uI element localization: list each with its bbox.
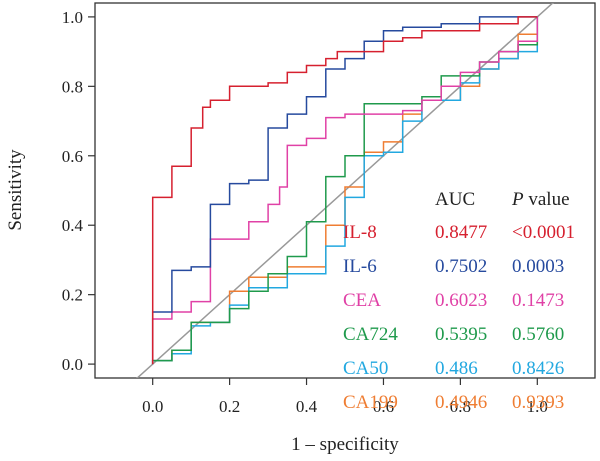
x-axis-title: 1 – specificity — [291, 434, 399, 455]
legend-name-ca50: CA50 — [343, 358, 388, 379]
axes: 0.0 0.2 0.4 0.6 0.8 1.0 0.0 0.2 0.4 0.6 0.8 1.0 — [62, 8, 548, 416]
y-tick-label: 0.2 — [62, 286, 83, 305]
roc-curve-il-8 — [151, 16, 538, 365]
x-tick-label: 0.0 — [142, 397, 163, 416]
y-tick-label: 0.4 — [62, 216, 84, 235]
y-tick-label: 0.0 — [62, 355, 83, 374]
legend-auc-ca199: 0.4946 — [435, 392, 487, 413]
legend-header-value: value — [524, 189, 570, 210]
y-tick-label: 0.6 — [62, 147, 83, 166]
legend-name-il-8: IL-8 — [343, 222, 377, 243]
legend-header-auc: AUC — [435, 189, 475, 210]
roc-curve-cea — [151, 16, 539, 365]
legend-p-ca199: 0.9393 — [512, 392, 564, 413]
legend-auc-ca724: 0.5395 — [435, 324, 487, 345]
x-tick-label: 0.4 — [296, 397, 318, 416]
legend-p-ca50: 0.8426 — [512, 358, 564, 379]
legend-auc-cea: 0.6023 — [435, 290, 487, 311]
legend-p-cea: 0.1473 — [512, 290, 564, 311]
y-tick-label: 1.0 — [62, 8, 83, 27]
x-tick-label: 0.6 — [373, 397, 394, 416]
roc-curves — [151, 16, 539, 365]
legend-p-il-8: <0.0001 — [512, 222, 575, 243]
plot-frame — [94, 2, 596, 379]
legend-header-p: P — [511, 189, 524, 210]
x-tick-label: 0.2 — [219, 397, 240, 416]
legend-p-il-6: 0.0003 — [512, 256, 564, 277]
legend-name-cea: CEA — [343, 290, 381, 311]
y-tick-label: 0.8 — [62, 77, 83, 96]
legend-header-p-value: P value — [511, 189, 570, 210]
legend-auc-il-8: 0.8477 — [435, 222, 487, 243]
legend-auc-il-6: 0.7502 — [435, 256, 487, 277]
legend-name-il-6: IL-6 — [343, 256, 377, 277]
legend-name-ca199: CA199 — [343, 392, 398, 413]
roc-curve-ca50 — [151, 16, 539, 365]
y-axis-title: Sensitivity — [5, 149, 26, 231]
x-tick-label: 0.8 — [450, 397, 471, 416]
roc-curve-il-6 — [151, 16, 538, 365]
x-tick-label: 1.0 — [527, 397, 548, 416]
legend-auc-ca50: 0.486 — [435, 358, 478, 379]
legend: AUC P value IL-8 0.8477 <0.0001 IL-6 0.7502 0… — [343, 189, 575, 413]
legend-p-ca724: 0.5760 — [512, 324, 564, 345]
legend-name-ca724: CA724 — [343, 324, 398, 345]
